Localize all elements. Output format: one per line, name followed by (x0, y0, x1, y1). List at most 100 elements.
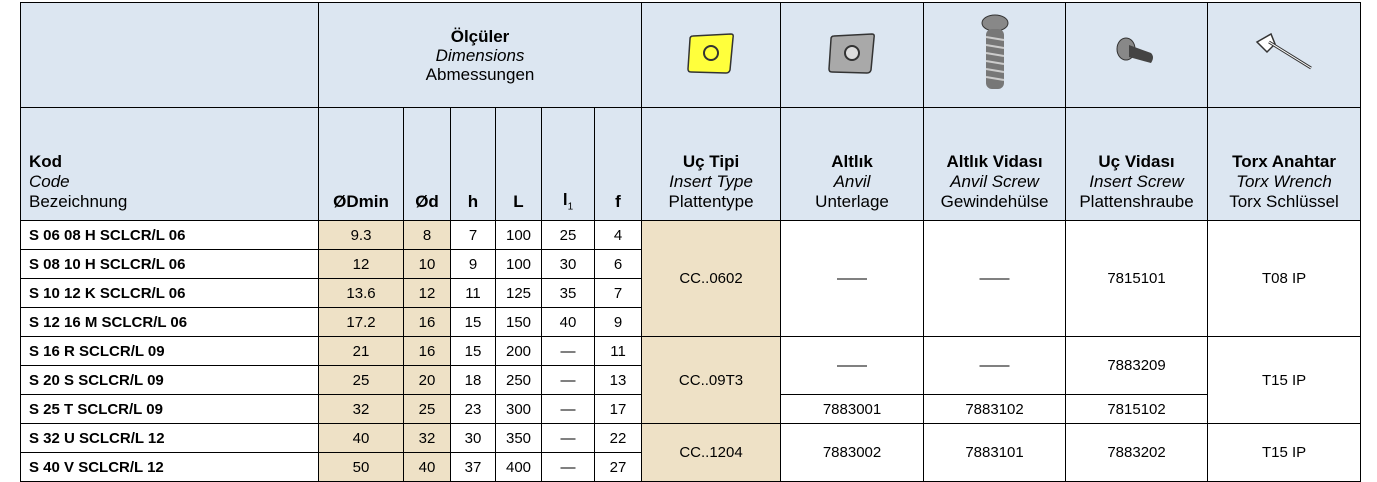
cell-d: 16 (403, 336, 451, 366)
table-row: S 40 V SCLCR/L 12 50 40 37 400—27 (20, 452, 1361, 482)
header-text: Anvil (833, 172, 871, 191)
header-text: Insert Type (669, 172, 753, 191)
cell-code: S 20 S SCLCR/L 09 (20, 365, 319, 395)
cell-l1: — (541, 423, 595, 453)
cell-code: S 10 12 K SCLCR/L 06 (20, 278, 319, 308)
cell-l1: — (541, 336, 595, 366)
cell-anvil-screw: 7883102 (923, 394, 1067, 424)
header-text: Ød (415, 192, 439, 211)
cell-anvil-screw: —— (923, 336, 1067, 395)
cell-l1: 40 (541, 307, 595, 337)
header-cell: ØDmin (318, 107, 404, 221)
header-cell: Kod Code Bezeichnung (20, 107, 319, 221)
cell-code: S 06 08 H SCLCR/L 06 (20, 220, 319, 250)
header-text: Torx Schlüssel (1229, 192, 1339, 211)
cell-l1: — (541, 394, 595, 424)
cell-f: 4 (593, 220, 643, 250)
header-cell: Uç Tipi Insert Type Plattentype (641, 107, 782, 221)
cell-insert-screw: 7883202 (1065, 423, 1209, 482)
cell-code: S 08 10 H SCLCR/L 06 (20, 249, 319, 279)
header-text: Plattentype (668, 192, 754, 211)
header-text: Torx Anahtar (1232, 152, 1336, 171)
header-subscript: 1 (567, 201, 574, 212)
header-text: l (562, 189, 568, 209)
cell-d: 8 (403, 220, 451, 250)
header-cell (20, 2, 319, 108)
cell-f: 27 (593, 452, 643, 482)
cell-L: 150 (495, 307, 542, 337)
cell-h: 15 (450, 336, 496, 366)
cell-l1: 35 (541, 278, 595, 308)
header-text: Altlık (831, 152, 873, 171)
insert-screw-icon-cell (1065, 2, 1209, 108)
cell-anvil-screw: 7883101 (923, 423, 1067, 482)
header-text: f (615, 192, 621, 211)
header-cell: l1 (541, 107, 595, 221)
cell-d: 12 (403, 278, 451, 308)
cell-d-min: 21 (318, 336, 404, 366)
dimensions-header: Ölçüler Dimensions Abmessungen (317, 2, 643, 108)
wrench-icon (1255, 32, 1312, 70)
header-text: Kod (29, 152, 63, 171)
cell-anvil: —— (780, 336, 925, 395)
cell-l1: 25 (541, 220, 595, 250)
cell-f: 6 (593, 249, 643, 279)
header-text: Abmessungen (425, 64, 535, 84)
cell-l1: 30 (541, 249, 595, 279)
cell-f: 11 (593, 336, 643, 366)
table-row: S 08 10 H SCLCR/L 06 12 10 9 100 30 6 (20, 249, 1361, 279)
header-row: Kod Code Bezeichnung ØDmin Ød h L l1 f U… (20, 107, 1362, 221)
cell-L: 200 (495, 336, 542, 366)
table-row: S 32 U SCLCR/L 12 40 32 30 350—22 CC..1204 788… (20, 423, 1362, 482)
table-body: S 06 08 H SCLCR/L 06 9.3 8 7 100 25 4 CC..0602—… (20, 220, 1362, 482)
cell-d-min: 17.2 (318, 307, 404, 337)
header-cell: Torx Anahtar Torx Wrench Torx Schlüssel (1207, 107, 1362, 221)
cell-anvil: 7883001 (780, 394, 925, 424)
cell-d: 40 (403, 452, 451, 482)
anvil-screw-icon-cell (923, 2, 1067, 108)
cell-insert-type: CC..0602 (641, 220, 782, 337)
header-text: Code (29, 172, 70, 191)
cell-f: 13 (593, 365, 643, 395)
cell-L: 250 (495, 365, 542, 395)
cell-code: S 16 R SCLCR/L 09 (20, 336, 319, 366)
cell-L: 125 (495, 278, 542, 308)
cell-torx-wrench: T08 IP (1207, 220, 1362, 337)
cell-insert-screw: 7815101 (1065, 220, 1209, 337)
cell-h: 37 (450, 452, 496, 482)
cell-L: 350 (495, 423, 542, 453)
header-cell: Altlık Anvil Unterlage (780, 107, 925, 221)
wrench-icon-cell (1207, 2, 1362, 108)
cell-l1: — (541, 452, 595, 482)
header-row: Ölçüler Dimensions Abmessungen (20, 2, 1362, 108)
table-row: S 06 08 H SCLCR/L 06 9.3 8 7 100 25 4 CC..0602—… (20, 220, 1362, 337)
cell-d: 10 (403, 249, 451, 279)
header-cell: Altlık Vidası Anvil Screw Gewindehülse (923, 107, 1067, 221)
cell-d-min: 40 (318, 423, 404, 453)
header-cell: Uç Vidası Insert Screw Plattenshraube (1065, 107, 1209, 221)
cell-L: 100 (495, 220, 542, 250)
cell-insert-screw: 7815102 (1065, 394, 1209, 424)
cell-h: 30 (450, 423, 496, 453)
anvil-icon (828, 33, 876, 74)
cell-f: 7 (593, 278, 643, 308)
cell-torx-wrench: T15 IP (1207, 423, 1362, 482)
cell-anvil: —— (780, 220, 925, 337)
header-cell: h (450, 107, 496, 221)
header-text: Plattenshraube (1079, 192, 1194, 211)
product-table: Ölçüler Dimensions Abmessungen Kod Code … (20, 2, 1362, 482)
cell-d: 25 (403, 394, 451, 424)
cell-code: S 32 U SCLCR/L 12 (20, 423, 319, 453)
table-row: S 16 R SCLCR/L 09 21 16 15 200—11 CC..09T3 —— —… (20, 336, 1362, 424)
cell-h: 7 (450, 220, 496, 250)
cell-h: 18 (450, 365, 496, 395)
cell-d-min: 13.6 (318, 278, 404, 308)
cell-insert-type: CC..1204 (641, 423, 782, 482)
header-cell: f (593, 107, 643, 221)
cell-f: 22 (593, 423, 643, 453)
cell-L: 100 (495, 249, 542, 279)
header-text: Insert Screw (1089, 172, 1184, 191)
cell-d: 20 (403, 365, 451, 395)
cell-code: S 12 16 M SCLCR/L 06 (20, 307, 319, 337)
